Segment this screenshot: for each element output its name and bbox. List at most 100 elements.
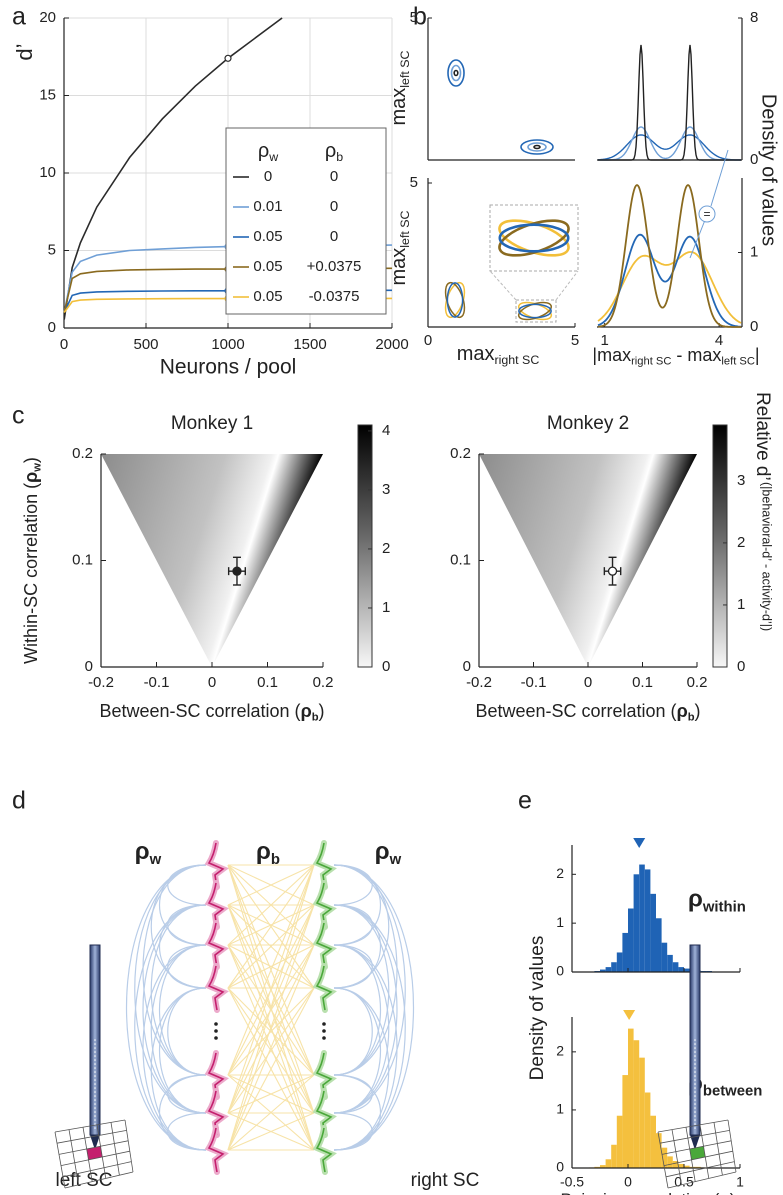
y-tick-label: 1 <box>556 914 564 930</box>
colorbar-tick-label: 1 <box>382 599 390 616</box>
coupling-arc <box>333 1112 373 1151</box>
label-part: right SC <box>631 355 671 367</box>
histogram-bar <box>639 1057 645 1168</box>
histogram-bar <box>678 1163 684 1168</box>
colorbar-tick-label: 4 <box>382 422 390 439</box>
mesh-line <box>665 1161 735 1178</box>
mesh-line <box>96 1124 107 1179</box>
coupling-arc <box>134 864 207 1114</box>
x-tick-label: 0 <box>584 674 592 691</box>
label-part: ) <box>730 1190 736 1195</box>
rho-b-label: ρb <box>256 838 280 868</box>
histogram-bar <box>600 1165 606 1168</box>
contour <box>498 223 570 253</box>
chart-title: Monkey 1 <box>171 413 253 434</box>
electrode-site <box>94 1099 96 1101</box>
y-tick-label: 2 <box>556 1043 564 1059</box>
y-tick-label: 0 <box>556 1159 564 1175</box>
histogram-bar <box>605 1159 612 1168</box>
electrode-site <box>94 1095 96 1097</box>
electrode-site <box>694 1115 696 1117</box>
legend-rho-b: 0 <box>330 228 338 245</box>
histogram-bar <box>650 893 656 972</box>
electrode-site <box>694 1083 696 1085</box>
ellipsis-dot <box>214 1022 218 1026</box>
cross-link <box>227 944 315 989</box>
histogram-bar <box>650 1115 656 1168</box>
label-part: ) <box>695 701 701 721</box>
x-tick-label: 0.5 <box>674 1174 694 1190</box>
colorbar-tick-label: 2 <box>737 534 745 551</box>
coupling-arc <box>134 904 207 1151</box>
x-tick-label: 0.2 <box>313 674 334 691</box>
mesh-line <box>667 1171 737 1189</box>
electrode-site <box>694 1063 696 1065</box>
label-part: ) <box>21 457 41 463</box>
electrode-site <box>94 1115 96 1117</box>
mesh-line <box>661 1140 732 1155</box>
recording-site <box>689 1146 706 1160</box>
histogram-bar <box>684 1165 690 1168</box>
legend-header: ρw <box>258 140 278 164</box>
electrode-site <box>94 1071 96 1073</box>
mesh-line <box>659 1130 730 1144</box>
heatmap-region <box>101 454 323 667</box>
x-tick-label: 0 <box>60 336 68 353</box>
contour <box>533 144 541 150</box>
y-axis-label: d’ <box>12 43 37 60</box>
electrode-site <box>94 1067 96 1069</box>
label-part: ρ <box>677 701 688 721</box>
callout <box>698 205 716 223</box>
x-tick-label: 0.2 <box>687 674 708 691</box>
coupling-arc <box>333 1074 381 1151</box>
label-part: Within-SC correlation ( <box>21 483 41 664</box>
heatmap-region <box>479 454 697 667</box>
y-axis-label: Within-SC correlation (ρw) <box>21 457 44 664</box>
contour <box>447 59 465 87</box>
label-part: ρ <box>135 838 150 865</box>
ellipsis-dot <box>322 1022 326 1026</box>
label-part: max <box>457 343 495 365</box>
electrode-site <box>94 1051 96 1053</box>
x-axis-label: maxright SC <box>457 343 540 367</box>
electrode-site <box>94 1091 96 1093</box>
histogram-bar <box>639 864 645 972</box>
x-tick-label: 500 <box>133 336 158 353</box>
electrode-site <box>694 1059 696 1061</box>
histogram-bar <box>661 942 668 972</box>
coupling-arc <box>159 1074 207 1151</box>
coupling-arc <box>333 864 406 1114</box>
legend-rho-b: 0 <box>330 198 338 215</box>
mesh-line <box>124 1119 134 1173</box>
cross-link <box>227 1074 315 1151</box>
density-curve <box>597 233 741 328</box>
y-tick-label: 1 <box>750 243 758 260</box>
histogram-bar <box>622 932 628 972</box>
y-tick-label: 5 <box>410 9 418 26</box>
coupling-arc <box>167 1074 207 1114</box>
coupling-arc <box>333 987 390 1151</box>
electrode-site <box>694 1079 696 1081</box>
histogram-bar <box>678 967 684 972</box>
histogram-bar <box>611 962 617 972</box>
histogram-bar <box>633 1040 640 1168</box>
x-tick-label: 0.1 <box>257 674 278 691</box>
label-part: w <box>31 463 43 473</box>
y-tick-label: 15 <box>39 86 56 103</box>
y-tick-label: 0 <box>750 318 758 335</box>
electrode-site <box>94 1055 96 1057</box>
electrode-site <box>94 1075 96 1077</box>
x-tick-label: 1 <box>600 332 608 349</box>
ellipsis-dot <box>322 1029 326 1033</box>
label-part: b <box>271 852 280 868</box>
y-tick-label: 0.2 <box>450 445 471 462</box>
cross-link <box>227 864 315 989</box>
mean-marker <box>623 1010 636 1020</box>
x-axis-label: |maxright SC - maxleft SC| <box>592 345 759 368</box>
contour <box>518 303 552 319</box>
histogram-bar <box>672 962 679 972</box>
x-axis-label: Between-SC correlation (ρb) <box>99 701 324 724</box>
zoom-box <box>489 204 579 272</box>
coupling-arc <box>167 904 207 946</box>
legend-rho-b: 0 <box>330 168 338 185</box>
